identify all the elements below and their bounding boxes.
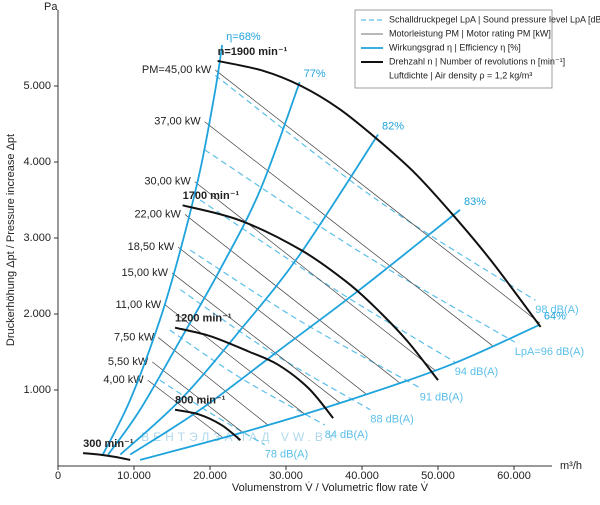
- curve-label: 5,50 kW: [108, 356, 149, 368]
- x-tick-label: 20.000: [193, 470, 227, 482]
- curve: [194, 181, 436, 371]
- curve: [107, 81, 301, 456]
- curve: [147, 379, 223, 438]
- curve-label: 4,00 kW: [103, 374, 144, 386]
- curve-label: 30,00 kW: [144, 176, 191, 188]
- curve-label: 64%: [544, 311, 566, 323]
- curve-label: 300 min⁻¹: [83, 438, 134, 450]
- x-tick-label: 10.000: [117, 470, 151, 482]
- curve-label: η=68%: [226, 31, 261, 43]
- curve: [119, 134, 379, 456]
- curve-label: n=1900 min⁻¹: [218, 46, 288, 58]
- legend-box: [354, 9, 553, 89]
- curve: [182, 204, 439, 381]
- curve-label: 18,50 kW: [128, 241, 175, 253]
- curve-label: 22,00 kW: [134, 208, 181, 220]
- curve: [169, 329, 326, 426]
- curve-label: 98 dB(A): [535, 304, 578, 316]
- curve-label: 84 dB(A): [325, 429, 368, 441]
- curve: [177, 246, 367, 395]
- y-tick-label: 1.000: [23, 384, 51, 396]
- x-tick-label: 60.000: [497, 470, 531, 482]
- curve: [159, 379, 266, 446]
- curve: [174, 326, 334, 419]
- curve: [164, 304, 306, 415]
- legend: Schalldruckpegel LpA | Sound pressure le…: [354, 9, 600, 89]
- y-tick-label: 3.000: [23, 232, 51, 244]
- curve: [82, 452, 131, 461]
- curve: [158, 337, 268, 426]
- curve-label: 82%: [382, 121, 404, 133]
- x-unit: m³/h: [560, 460, 582, 472]
- plot-area: 0 10.000 20.000 30.000 40.000 50.000 60.000 1.0…: [23, 10, 584, 482]
- curve-label: 1700 min⁻¹: [183, 190, 240, 202]
- curve: [184, 214, 401, 384]
- legend-label: Schalldruckpegel LpA | Sound pressure le…: [389, 14, 600, 24]
- curve-label: 37,00 kW: [154, 116, 201, 128]
- curve-label: 78 dB(A): [265, 449, 308, 461]
- x-axis-title: Volumenstrom V̇ / Volumetric flow rate V…: [232, 481, 429, 494]
- y-tick-label: 4.000: [23, 156, 51, 168]
- curve: [217, 59, 542, 328]
- curve: [189, 249, 421, 389]
- curve: [214, 74, 536, 301]
- curve-label: 800 min⁻¹: [175, 395, 226, 407]
- x-tick-label: 50.000: [421, 470, 455, 482]
- curve: [199, 199, 456, 363]
- curve-label: 83%: [464, 196, 486, 208]
- curve-label: 11,00 kW: [116, 299, 162, 311]
- curve-label: 91 dB(A): [420, 392, 463, 404]
- curve: [204, 149, 516, 343]
- curve: [102, 44, 224, 456]
- x-tick-label: 40.000: [345, 470, 379, 482]
- curve-label: 1200 min⁻¹: [175, 313, 232, 325]
- legend-label: Motorleistung PM | Motor rating PM [kW]: [389, 28, 551, 38]
- y-tick-label: 2.000: [23, 308, 51, 320]
- curve-label: 7,50 kW: [114, 331, 155, 343]
- curve: [180, 289, 371, 411]
- curve: [215, 69, 541, 324]
- x-tick-label: 0: [55, 470, 61, 482]
- x-tick-label: 30.000: [269, 470, 303, 482]
- curve-label: 88 dB(A): [370, 414, 413, 426]
- curve: [152, 361, 243, 433]
- curve: [139, 323, 541, 461]
- curve-label: PM=45,00 kW: [142, 64, 212, 76]
- curve: [129, 209, 461, 456]
- curve-label: LpA=96 dB(A): [515, 346, 584, 358]
- y-tick-label: 5.000: [23, 80, 51, 92]
- legend-note: Luftdichte | Air density ρ = 1,2 kg/m³: [389, 70, 532, 80]
- curve-label: 94 dB(A): [455, 366, 498, 378]
- curve: [174, 408, 242, 441]
- legend-label: Wirkungsgrad η | Efficiency η [%]: [389, 42, 521, 52]
- curve: [171, 272, 341, 404]
- curve: [204, 121, 493, 347]
- y-axis-title: Druckerhöhung Δpt / Pressure increase Δp…: [5, 134, 17, 346]
- curve-label: 15,00 kW: [122, 267, 169, 279]
- curve-label: 77%: [304, 68, 326, 80]
- y-unit: Pa: [44, 1, 58, 13]
- legend-label: Drehzahl n | Number of revolutions n [mi…: [389, 56, 565, 66]
